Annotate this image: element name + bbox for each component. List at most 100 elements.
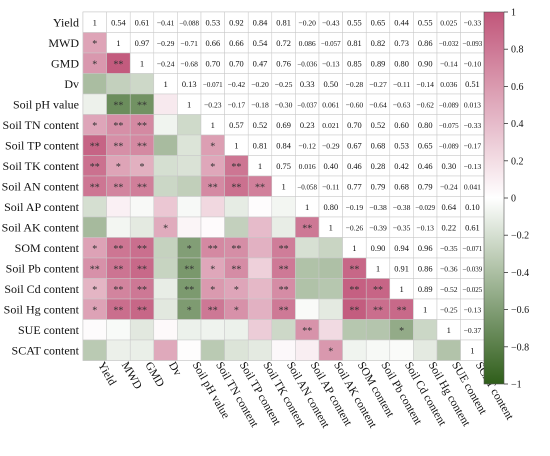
correlation-value: 0.65 (418, 141, 433, 150)
heatmap-cell (224, 339, 249, 361)
colorbar-tick-label: 0.8 (511, 45, 524, 56)
significance-mark: ** (113, 305, 123, 316)
significance-mark: ** (231, 264, 241, 275)
correlation-value: 1 (234, 140, 238, 150)
correlation-value: 1 (399, 284, 403, 294)
correlation-value: 0.52 (371, 121, 386, 130)
correlation-value: 0.86 (418, 39, 433, 48)
significance-mark: ** (302, 326, 312, 337)
correlation-value: −0.26 (346, 223, 364, 232)
heatmap-cell (129, 196, 155, 218)
significance-mark: * (399, 326, 404, 337)
correlation-value: −0.17 (464, 141, 482, 150)
heatmap-cell (365, 319, 391, 341)
correlation-value: 0.92 (229, 18, 244, 27)
colorbar-tick-label: 0.4 (511, 119, 524, 130)
significance-mark: ** (279, 305, 289, 316)
correlation-value: −0.13 (464, 162, 482, 171)
heatmap-cell (106, 319, 131, 341)
heatmap-cell (177, 155, 202, 177)
correlation-value: 1 (329, 222, 333, 232)
correlation-value: 0.72 (276, 39, 291, 48)
significance-mark: * (92, 121, 97, 132)
heatmap-cell (413, 339, 438, 361)
heatmap-cell (342, 319, 367, 341)
correlation-value: 0.66 (229, 39, 244, 48)
significance-mark: * (210, 285, 215, 296)
correlation-value: 0.55 (347, 18, 362, 27)
correlation-value: −0.20 (298, 18, 316, 27)
heatmap-cell (271, 196, 296, 218)
significance-mark: * (210, 162, 215, 173)
significance-mark: ** (137, 285, 147, 296)
significance-mark: ** (184, 264, 194, 275)
correlation-value: 0.82 (371, 39, 386, 48)
colorbar-tick-label: 1 (511, 8, 516, 19)
correlation-value: 0.54 (111, 18, 126, 27)
correlation-value: 0.57 (229, 121, 244, 130)
correlation-value: 0.70 (347, 121, 362, 130)
heatmap-cell (318, 278, 343, 300)
correlation-value: 0.086 (299, 39, 316, 48)
correlation-value: −0.19 (346, 203, 364, 212)
colorbar-tick-label: −0.6 (511, 305, 529, 316)
significance-mark: * (210, 141, 215, 152)
correlation-value: 0.97 (135, 39, 150, 48)
column-label: MWD (119, 360, 144, 391)
correlation-value: −0.41 (157, 18, 175, 27)
column-label: Yield (95, 360, 118, 388)
row-label: SCAT content (12, 343, 80, 357)
significance-mark: ** (279, 244, 289, 255)
correlation-value: 0.50 (323, 80, 338, 89)
correlation-value: 0.55 (418, 18, 433, 27)
heatmap-cell (200, 216, 225, 238)
significance-mark: * (234, 305, 239, 316)
significance-mark: ** (208, 305, 218, 316)
row-label: Soil AN content (2, 179, 80, 193)
correlation-value: −0.62 (416, 100, 434, 109)
significance-mark: ** (231, 182, 241, 193)
heatmap-cell (129, 73, 155, 95)
row-label: Soil TN content (3, 118, 80, 132)
correlation-value: −0.37 (464, 326, 482, 335)
heatmap-cell (200, 319, 225, 341)
correlation-value: 1 (447, 325, 451, 335)
significance-mark: * (140, 162, 145, 173)
correlation-value: 0.75 (276, 162, 291, 171)
heatmap-cell (247, 298, 273, 320)
correlation-value: 0.44 (394, 18, 409, 27)
correlation-value: 0.54 (253, 39, 268, 48)
correlation-value: −0.089 (439, 142, 459, 150)
significance-mark: * (92, 285, 97, 296)
correlation-value: −0.29 (322, 141, 340, 150)
significance-mark: ** (90, 162, 100, 173)
heatmap-cell (318, 298, 343, 320)
significance-mark: ** (137, 121, 147, 132)
significance-mark: ** (373, 285, 383, 296)
heatmap-cell (247, 278, 273, 300)
correlation-value: 1 (376, 263, 380, 273)
correlation-value: −0.071 (203, 81, 223, 89)
heatmap-cell (82, 93, 107, 115)
heatmap-cell (153, 93, 178, 115)
correlation-value: 0.76 (276, 59, 291, 68)
correlation-value: −0.037 (297, 101, 317, 109)
correlation-value: −0.43 (322, 18, 340, 27)
row-label: Soil TP content (5, 138, 80, 152)
correlation-value: −0.35 (440, 244, 458, 253)
correlation-value: 0.061 (322, 100, 339, 109)
correlation-value: −0.33 (464, 121, 482, 130)
heatmap-cell (224, 319, 249, 341)
correlation-value: −0.093 (463, 40, 483, 48)
significance-mark: ** (137, 182, 147, 193)
correlation-value: 0.80 (394, 59, 409, 68)
column-label: GMD (142, 360, 166, 389)
significance-mark: ** (279, 264, 289, 275)
correlation-value: 0.28 (371, 162, 386, 171)
heatmap-cell (247, 216, 273, 238)
heatmap-cell (318, 237, 343, 259)
heatmap-cell (106, 73, 131, 95)
correlation-value: 0.47 (253, 59, 268, 68)
heatmap-cell (82, 73, 107, 95)
correlation-value: 0.22 (441, 223, 456, 232)
